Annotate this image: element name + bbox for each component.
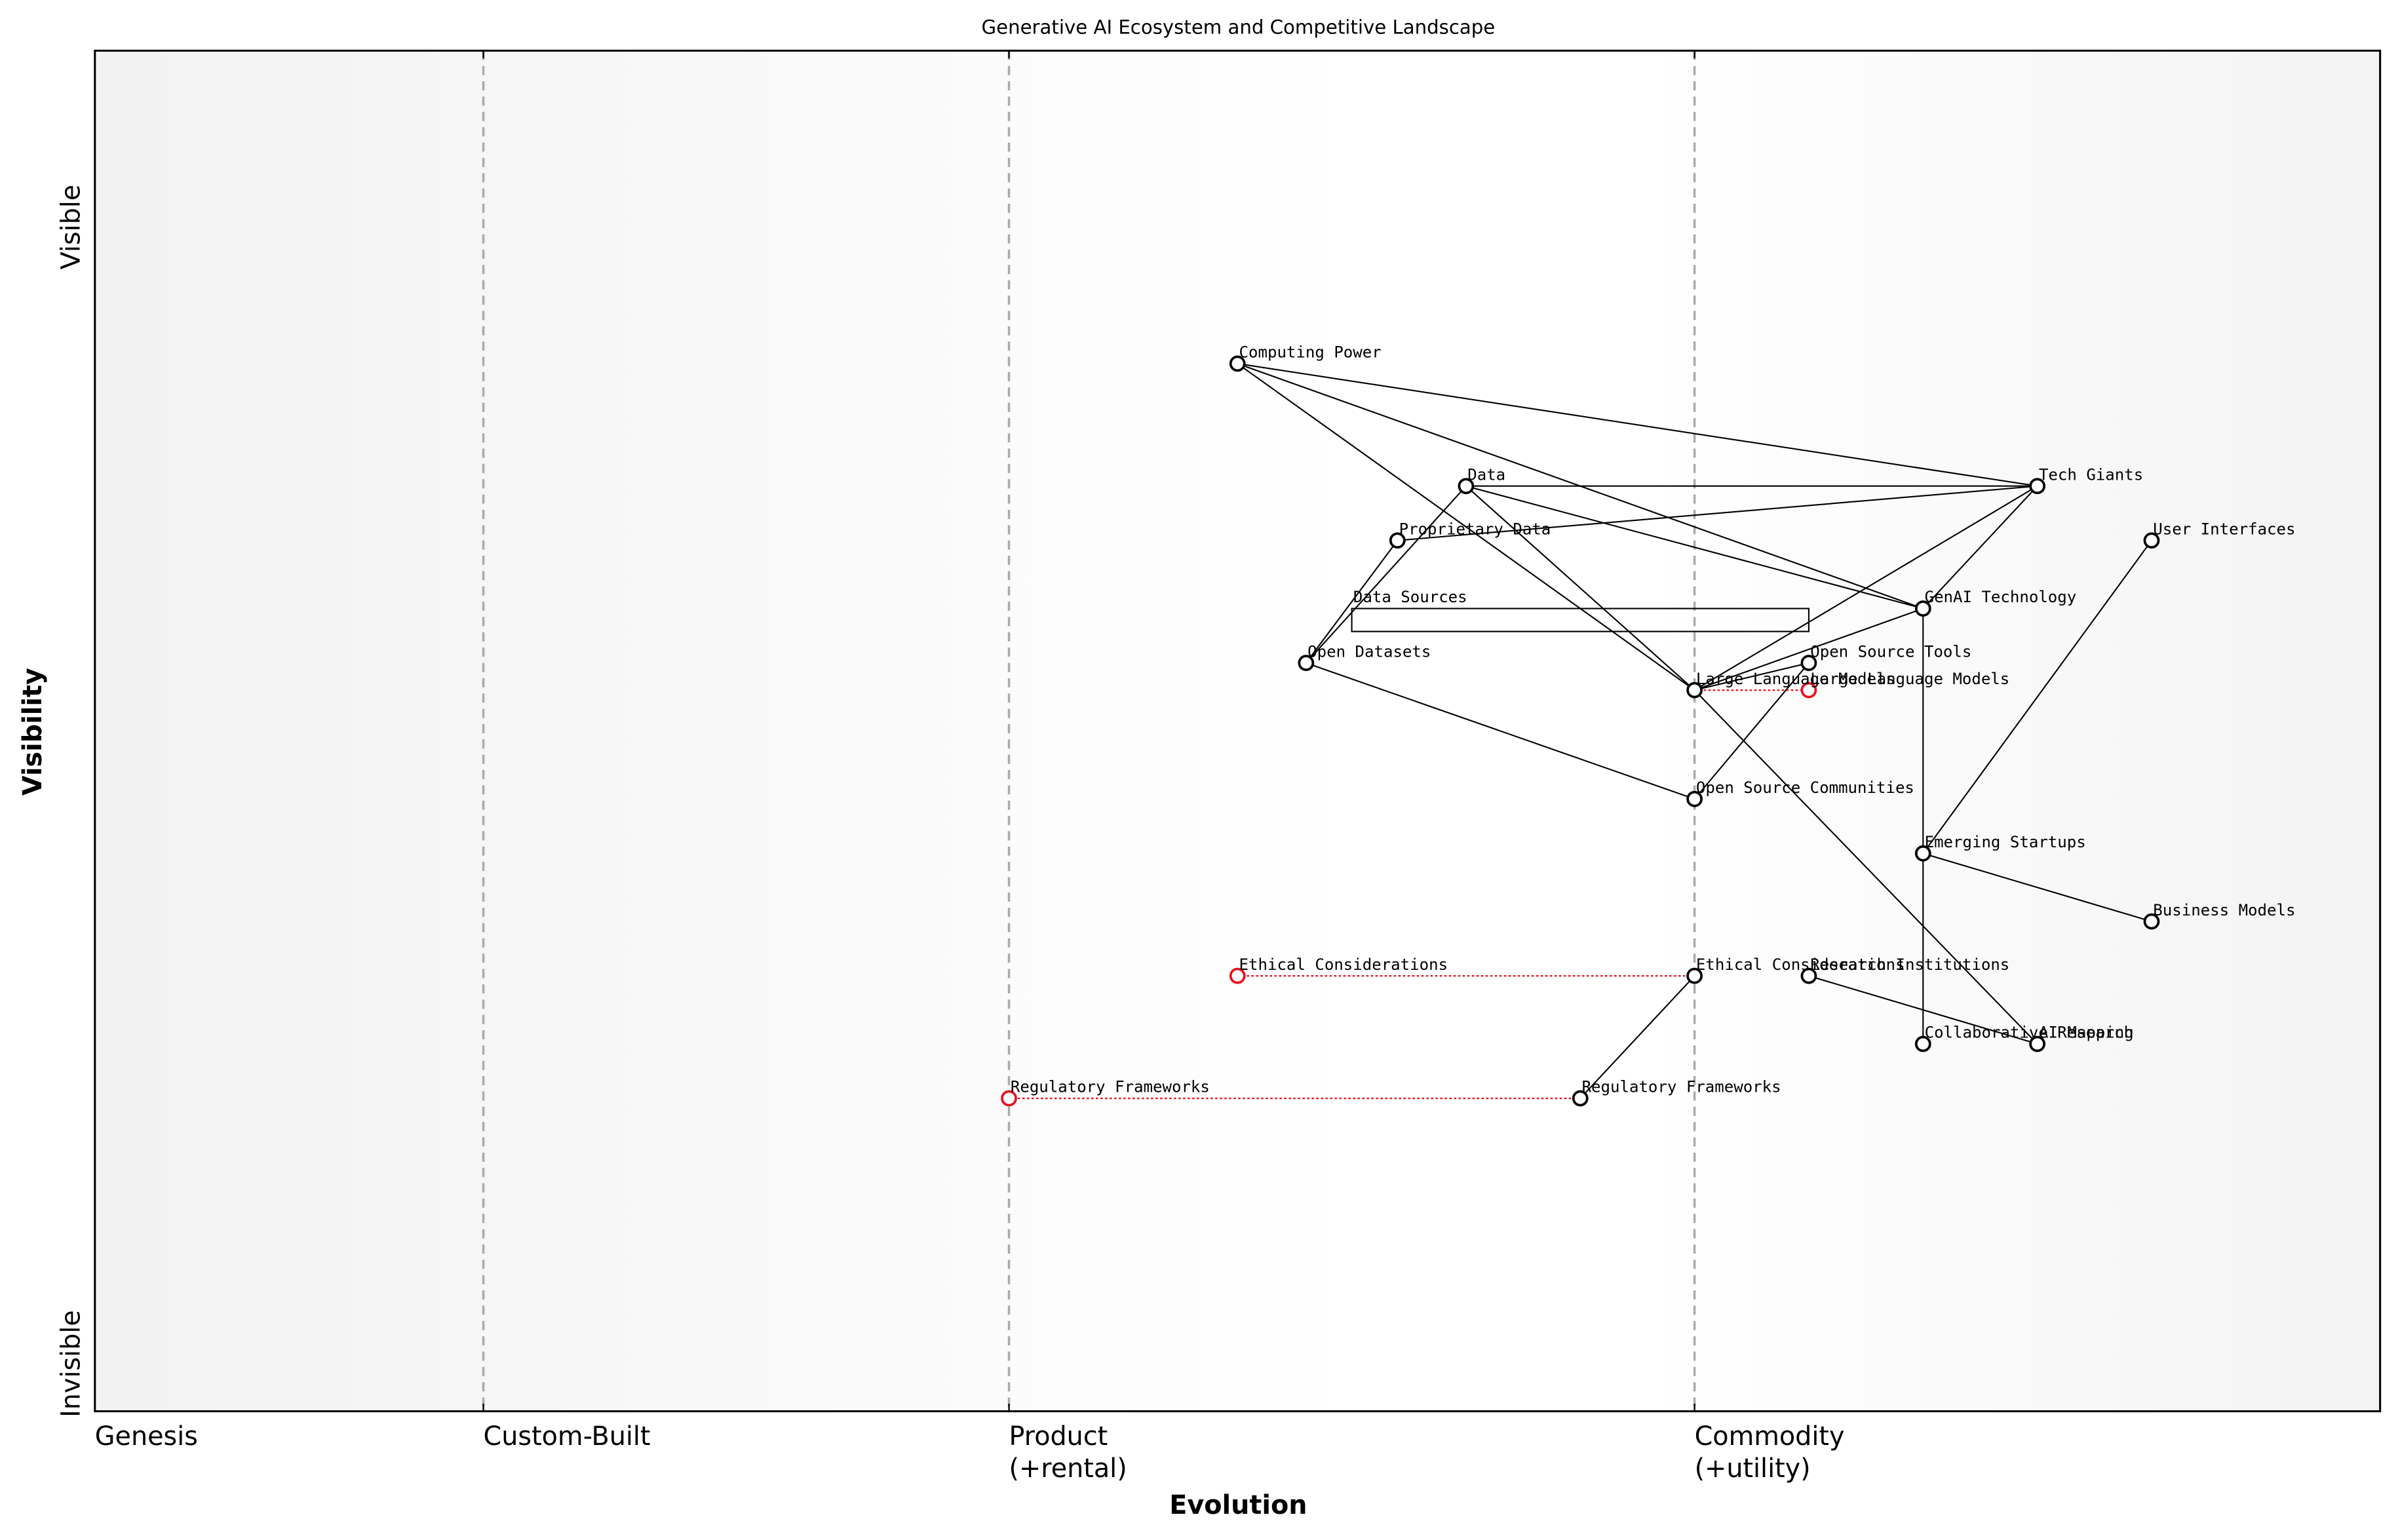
map-layer: Genesis Custom-Built Product (+rental) Commo… <box>94 50 2295 1484</box>
component-label: Computing Power <box>1239 343 1382 362</box>
link <box>1397 485 2038 541</box>
component-node <box>1686 790 1703 807</box>
component-label: Ethical Considerations <box>1696 955 1905 974</box>
evolve-label: Large Language Models <box>1810 670 2009 688</box>
evolve-label: Ethical Considerations <box>1239 955 1448 974</box>
link <box>1237 363 1695 691</box>
component-node <box>1686 682 1703 699</box>
component-node <box>1686 967 1703 984</box>
link <box>1465 485 1924 609</box>
x-tick-label: Product (+rental) <box>1009 1421 1127 1484</box>
link <box>1694 662 1810 691</box>
component-label: Data <box>1467 465 1505 484</box>
link <box>1694 689 2038 1045</box>
x-tick-label: Commodity (+utility) <box>1695 1421 1845 1484</box>
link <box>1694 485 2038 691</box>
component-label: Regulatory Frameworks <box>1582 1078 1781 1096</box>
component-label: GenAI Technology <box>1925 588 2077 606</box>
component-label: Open Datasets <box>1307 642 1431 661</box>
link <box>1465 485 1695 691</box>
component-node <box>2029 1035 2045 1052</box>
x-axis-label: Evolution <box>1169 1490 1307 1520</box>
component-node <box>1229 355 1246 372</box>
link <box>1579 975 1695 1099</box>
link <box>1237 362 2038 487</box>
component-node <box>1800 655 1817 672</box>
visible-label: Visible <box>56 185 86 270</box>
component-node <box>2029 478 2045 495</box>
evolve-node <box>1229 967 1246 984</box>
pipeline-label: Data Sources <box>1353 588 1467 606</box>
plot-frame <box>94 49 2382 1413</box>
invisible-label: Invisible <box>56 1310 86 1417</box>
component-label: Business Models <box>2153 901 2295 919</box>
component-label: User Interfaces <box>2153 520 2295 538</box>
component-label: Emerging Startups <box>1925 833 2086 851</box>
component-node <box>1298 655 1315 672</box>
link <box>1306 486 1467 664</box>
y-axis-label: Visibility <box>18 668 48 796</box>
pipeline <box>1351 607 1810 632</box>
component-node <box>1914 1035 1931 1052</box>
component-node <box>1800 967 1817 984</box>
component-node <box>2143 913 2160 930</box>
component-node <box>1572 1090 1589 1107</box>
x-tick-label: Genesis <box>95 1421 198 1452</box>
link <box>1306 662 1695 800</box>
component-node <box>1458 478 1475 495</box>
evolve-label: Regulatory Frameworks <box>1011 1078 1210 1096</box>
link <box>1694 662 1810 799</box>
component-label: Open Source Communities <box>1696 779 1914 797</box>
link <box>1305 540 1399 664</box>
link <box>1694 607 1924 691</box>
x-tick-label: Custom-Built <box>484 1421 651 1452</box>
component-node <box>1914 600 1931 617</box>
evolve-node <box>1001 1090 1017 1107</box>
evolve-node <box>1800 682 1817 699</box>
component-node <box>1389 532 1406 549</box>
component-label: Open Source Tools <box>1810 642 1971 661</box>
link <box>1808 975 2038 1045</box>
component-label: Proprietary Data <box>1399 520 1551 538</box>
link <box>1922 853 2152 923</box>
component-label: Large Language Models <box>1696 670 1895 688</box>
plot-background <box>94 50 2380 1412</box>
link <box>1922 486 2038 609</box>
component-label: Collaborative Research <box>1925 1024 2134 1042</box>
link <box>1922 540 2152 854</box>
component-label: AI Mapping <box>2039 1024 2134 1042</box>
component-label: Tech Giants <box>2039 465 2143 484</box>
component-node <box>1914 845 1931 862</box>
component-node <box>2143 532 2160 549</box>
component-label: Research Institutions <box>1810 955 2009 974</box>
chart-title: Generative AI Ecosystem and Competitive … <box>982 16 1496 39</box>
